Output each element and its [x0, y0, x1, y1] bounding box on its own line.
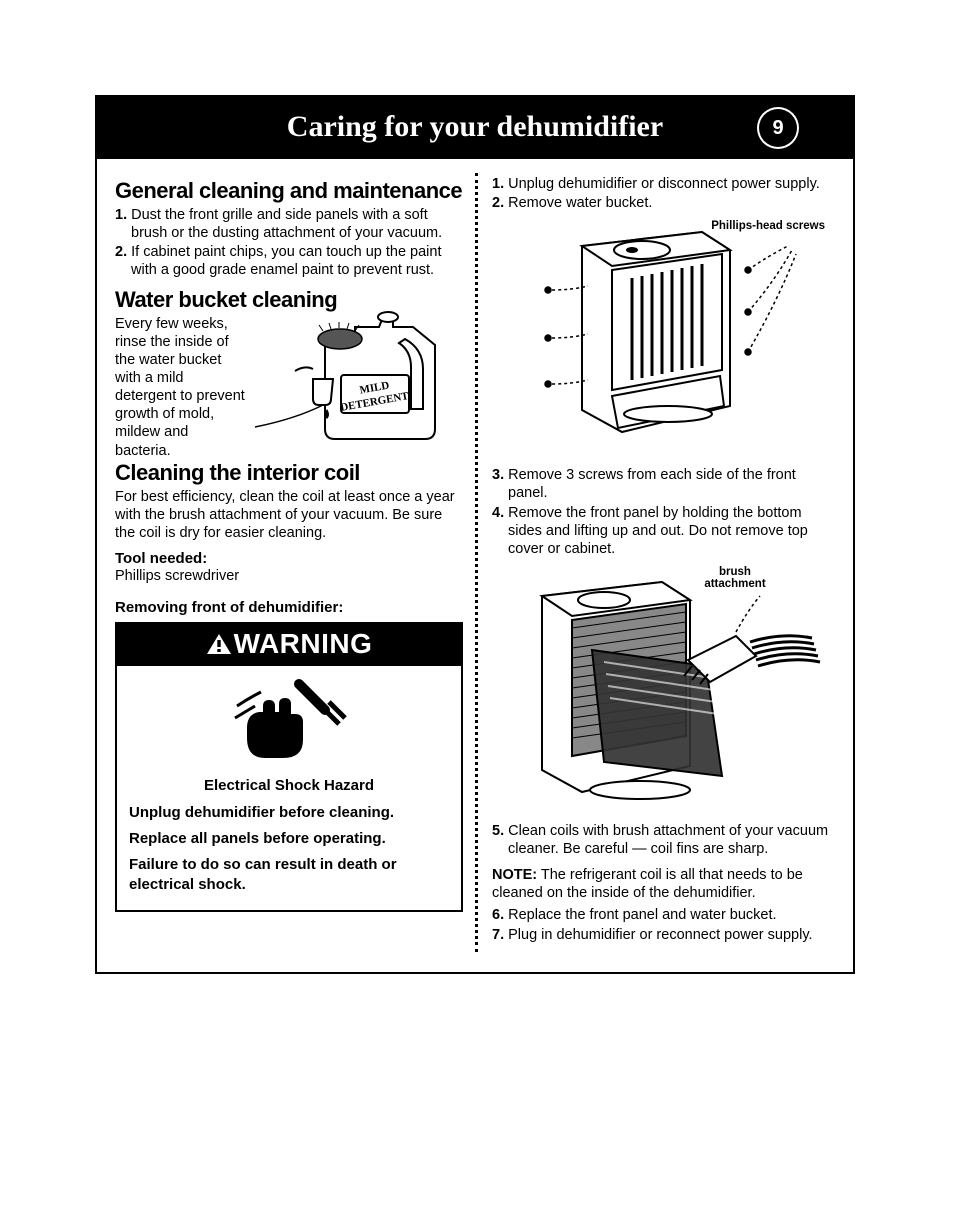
detergent-figure: Every few weeks, rinse the inside of the…: [115, 315, 465, 455]
brush-attachment-label: brush attachment: [695, 566, 775, 590]
list-item: 2. If cabinet paint chips, you can touch…: [115, 243, 465, 279]
heading-interior-coil: Cleaning the interior coil: [115, 461, 465, 484]
note-text: The refrigerant coil is all that needs t…: [492, 867, 803, 901]
step-text: Plug in dehumidifier or reconnect power …: [508, 927, 812, 943]
step-number: 1.: [115, 207, 127, 223]
water-bucket-paragraph: Every few weeks, rinse the inside of the…: [115, 315, 245, 460]
brush-cleaning-icon: [492, 566, 832, 816]
step-text: If cabinet paint chips, you can touch up…: [131, 244, 441, 278]
right-steps-c: 5. Clean coils with brush attachment of …: [492, 822, 835, 858]
step-text: Remove water bucket.: [508, 195, 652, 211]
list-item: 4. Remove the front panel by holding the…: [492, 504, 835, 558]
page-number: 9: [759, 109, 797, 147]
step-number: 2.: [115, 244, 127, 260]
interior-coil-paragraph: For best efficiency, clean the coil at l…: [115, 488, 465, 542]
phillips-screws-label: Phillips-head screws: [711, 220, 825, 232]
list-item: 6. Replace the front panel and water buc…: [492, 906, 835, 924]
step-text: Replace the front panel and water bucket…: [508, 907, 776, 923]
right-steps-a: 1. Unplug dehumidifier or disconnect pow…: [492, 175, 835, 212]
banner: Caring for your dehumidifier 9: [95, 95, 855, 159]
figure-dehumidifier-screws: Phillips-head screws: [492, 220, 835, 460]
tool-needed-heading: Tool needed:: [115, 550, 465, 567]
warning-line-2: Replace all panels before operating.: [129, 829, 449, 849]
list-item: 1. Dust the front grille and side panels…: [115, 206, 465, 242]
right-steps-b: 3. Remove 3 screws from each side of the…: [492, 466, 835, 558]
columns: General cleaning and maintenance 1. Dust…: [97, 173, 853, 952]
step-text: Unplug dehumidifier or disconnect power …: [508, 176, 820, 192]
unplug-hand-icon: [229, 676, 349, 766]
right-column: 1. Unplug dehumidifier or disconnect pow…: [475, 173, 835, 952]
removing-front-heading: Removing front of dehumidifier:: [115, 599, 465, 616]
warning-header-text: WARNING: [234, 628, 373, 659]
banner-title: Caring for your dehumidifier: [287, 110, 663, 144]
left-column: General cleaning and maintenance 1. Dust…: [115, 173, 475, 952]
list-item: 7. Plug in dehumidifier or reconnect pow…: [492, 926, 835, 944]
list-item: 3. Remove 3 screws from each side of the…: [492, 466, 835, 502]
general-cleaning-steps: 1. Dust the front grille and side panels…: [115, 206, 465, 280]
note-bold: NOTE:: [492, 867, 537, 883]
step-text: Remove 3 screws from each side of the fr…: [508, 467, 796, 501]
figure-brush-attachment: brush attachment: [492, 566, 835, 816]
tool-needed-text: Phillips screwdriver: [115, 567, 465, 585]
dehumidifier-screws-icon: [492, 220, 822, 460]
list-item: 1. Unplug dehumidifier or disconnect pow…: [492, 175, 835, 193]
step-number: 7.: [492, 927, 504, 943]
step-number: 1.: [492, 176, 504, 192]
detergent-jug-icon: MILD DETERGENT: [235, 309, 465, 449]
step-text: Remove the front panel by holding the bo…: [508, 505, 808, 557]
list-item: 2. Remove water bucket.: [492, 194, 835, 212]
step-number: 5.: [492, 823, 504, 839]
step-number: 4.: [492, 505, 504, 521]
step-text: Clean coils with brush attachment of you…: [508, 823, 828, 857]
page-number-badge: 9: [757, 107, 799, 149]
note-paragraph: NOTE: The refrigerant coil is all that n…: [492, 866, 835, 902]
step-number: 3.: [492, 467, 504, 483]
warning-body: Electrical Shock Hazard Unplug dehumidif…: [117, 776, 461, 909]
right-steps-d: 6. Replace the front panel and water buc…: [492, 906, 835, 943]
step-number: 2.: [492, 195, 504, 211]
warning-hand-icon-wrap: [117, 666, 461, 776]
step-text: Dust the front grille and side panels wi…: [131, 207, 442, 241]
manual-page: Caring for your dehumidifier 9 General c…: [95, 95, 855, 974]
warning-box: WARNING Electrical Shock Haz: [115, 622, 463, 911]
heading-general-cleaning: General cleaning and maintenance: [115, 179, 465, 202]
list-item: 5. Clean coils with brush attachment of …: [492, 822, 835, 858]
warning-line-1: Unplug dehumidifier before cleaning.: [129, 803, 449, 823]
heading-water-bucket: Water bucket cleaning: [115, 288, 465, 311]
step-number: 6.: [492, 907, 504, 923]
warning-hazard: Electrical Shock Hazard: [129, 776, 449, 796]
warning-triangle-icon: [206, 633, 232, 655]
warning-header: WARNING: [117, 624, 461, 666]
warning-line-3: Failure to do so can result in death or …: [129, 855, 449, 896]
